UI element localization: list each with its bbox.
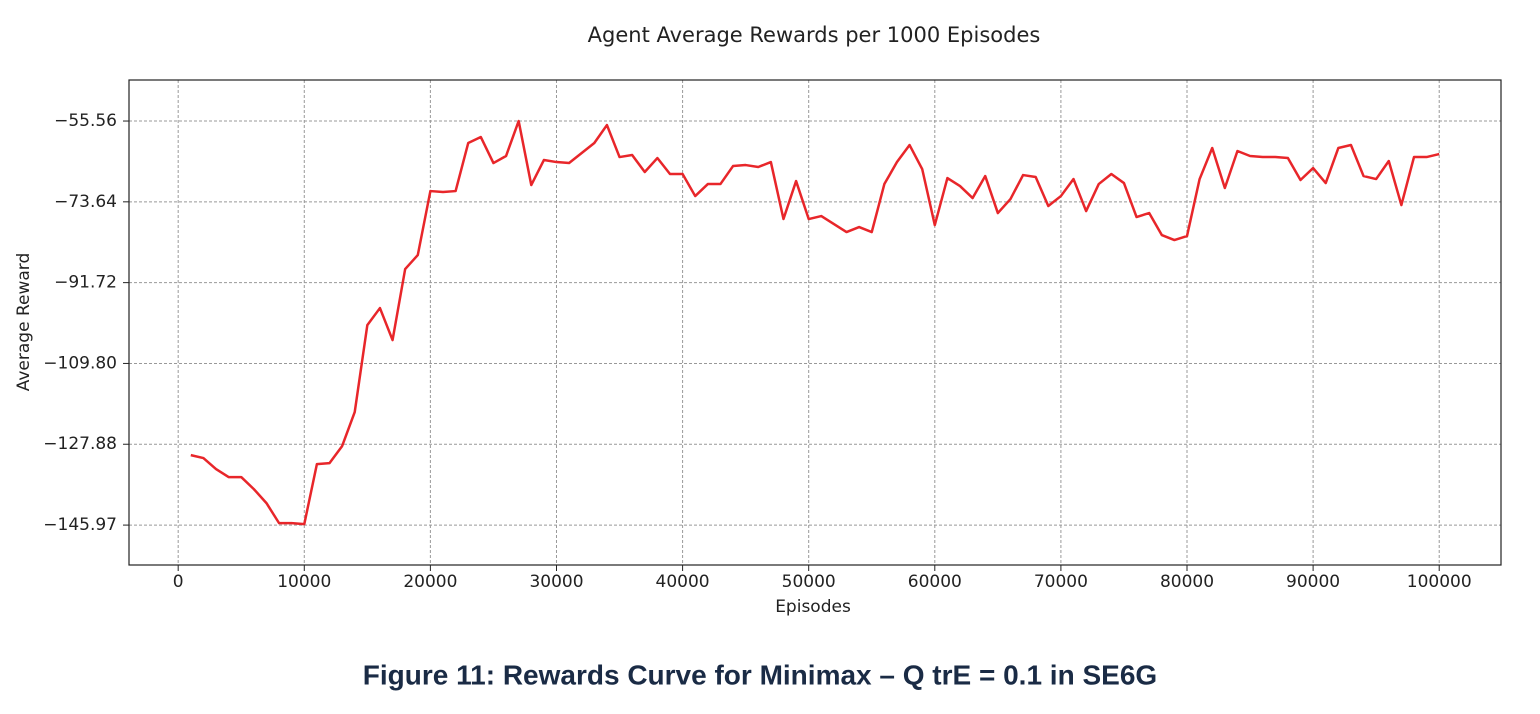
x-axis-label: Episodes [775,597,851,617]
x-tick-label: 10000 [277,572,331,592]
x-tick-label: 20000 [403,572,457,592]
x-tick-label: 40000 [656,572,710,592]
y-tick-label: −73.64 [54,192,117,212]
chart-title: Agent Average Rewards per 1000 Episodes [588,23,1041,47]
x-tick-label: 80000 [1160,572,1214,592]
y-axis-label: Average Reward [14,253,34,392]
y-tick-label: −55.56 [54,111,117,131]
data-line [190,119,1440,526]
plot-frame [128,79,1502,566]
figure-caption: Figure 11: Rewards Curve for Minimax – Q… [363,659,1157,690]
x-tick-label: 0 [173,572,184,592]
y-tick-label: −145.97 [43,515,117,535]
y-tick-label: −91.72 [54,273,117,293]
x-tick-label: 90000 [1286,572,1340,592]
x-tick-label: 50000 [782,572,836,592]
y-tick-label: −109.80 [43,353,117,373]
x-tick-label: 60000 [908,572,962,592]
y-tick-label: −127.88 [43,434,117,454]
x-tick-label: 70000 [1034,572,1088,592]
x-tick-label: 100000 [1407,572,1472,592]
x-tick-label: 30000 [529,572,583,592]
